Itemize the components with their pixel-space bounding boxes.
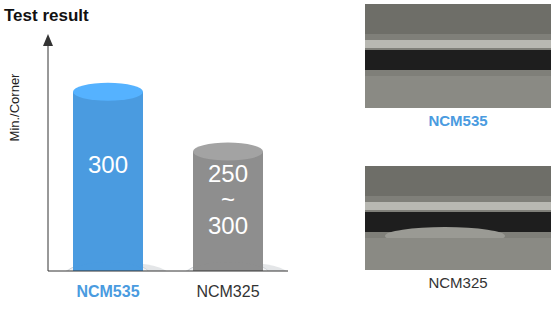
html-text:NCM535: NCM535	[428, 112, 488, 129]
html-text:Test result: Test result	[4, 6, 89, 25]
svg-text:NCM535: NCM535	[76, 283, 139, 300]
svg-text:300: 300	[88, 151, 128, 178]
svg-text:250~300: 250~300	[208, 160, 248, 239]
html-text:NCM325: NCM325	[428, 274, 488, 291]
svg-text:NCM325: NCM325	[196, 283, 259, 300]
svg-text:Min./Corner: Min./Corner	[7, 73, 22, 142]
